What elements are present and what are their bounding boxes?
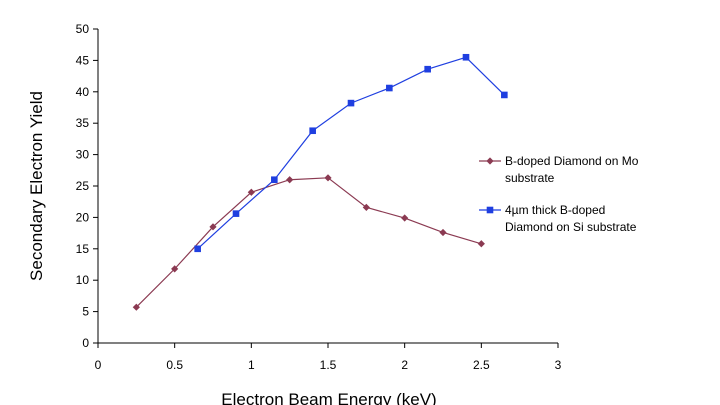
data-point (477, 240, 485, 248)
legend-label: Diamond on Si substrate (505, 220, 637, 234)
legend: B-doped Diamond on Mo substrate 4µm thick … (479, 154, 639, 234)
legend-label: 4µm thick B-doped (505, 203, 605, 217)
y-axis-ticks: 0 5 10 15 20 25 30 35 40 45 50 (76, 22, 98, 350)
legend-marker (486, 157, 494, 165)
data-point (309, 127, 316, 135)
y-tick-label: 25 (76, 179, 90, 193)
y-tick-label: 0 (82, 336, 89, 350)
data-point (424, 65, 431, 73)
y-tick-label: 40 (76, 85, 90, 99)
y-tick-label: 15 (76, 242, 90, 256)
series-line (197, 56, 505, 250)
x-tick-label: 0 (95, 358, 102, 372)
data-point (247, 188, 255, 196)
x-axis-title: Electron Beam Energy (keV) (221, 390, 436, 405)
data-point (401, 214, 409, 222)
data-point (324, 174, 332, 182)
x-tick-label: 2 (401, 358, 408, 372)
data-point (462, 53, 470, 61)
y-tick-label: 5 (82, 305, 89, 319)
legend-marker (486, 206, 494, 214)
y-tick-label: 30 (76, 148, 90, 162)
legend-entry-2: 4µm thick B-doped Diamond on Si substrate (479, 203, 637, 234)
x-tick-label: 1 (248, 358, 255, 372)
y-tick-label: 10 (76, 273, 90, 287)
data-point (171, 265, 179, 273)
chart-axes (97, 29, 558, 344)
y-tick-label: 35 (76, 116, 90, 130)
data-point (286, 176, 294, 184)
y-tick-label: 20 (76, 210, 90, 224)
series-line (135, 177, 482, 308)
x-tick-label: 3 (555, 358, 562, 372)
data-point (386, 84, 393, 92)
legend-label: substrate (505, 171, 555, 185)
data-point (132, 303, 140, 311)
data-point (347, 99, 355, 107)
series-layer (132, 53, 508, 311)
data-point (209, 223, 217, 231)
data-point (194, 245, 201, 253)
data-point (501, 91, 508, 99)
series-1 (132, 174, 485, 311)
data-point (271, 176, 278, 184)
series-2 (194, 53, 508, 253)
y-axis-title: Secondary Electron Yield (27, 91, 46, 281)
y-tick-label: 45 (76, 53, 90, 67)
data-point (362, 203, 370, 211)
x-tick-label: 2.5 (473, 358, 490, 372)
x-tick-label: 0.5 (166, 358, 183, 372)
data-point (232, 210, 240, 217)
y-tick-label: 50 (76, 22, 90, 36)
x-tick-label: 1.5 (320, 358, 337, 372)
legend-entry-1: B-doped Diamond on Mo substrate (479, 154, 639, 185)
legend-label: B-doped Diamond on Mo (505, 154, 639, 168)
data-point (439, 228, 447, 237)
x-axis-ticks: 0 0.5 1 1.5 2 2.5 3 (95, 343, 562, 372)
